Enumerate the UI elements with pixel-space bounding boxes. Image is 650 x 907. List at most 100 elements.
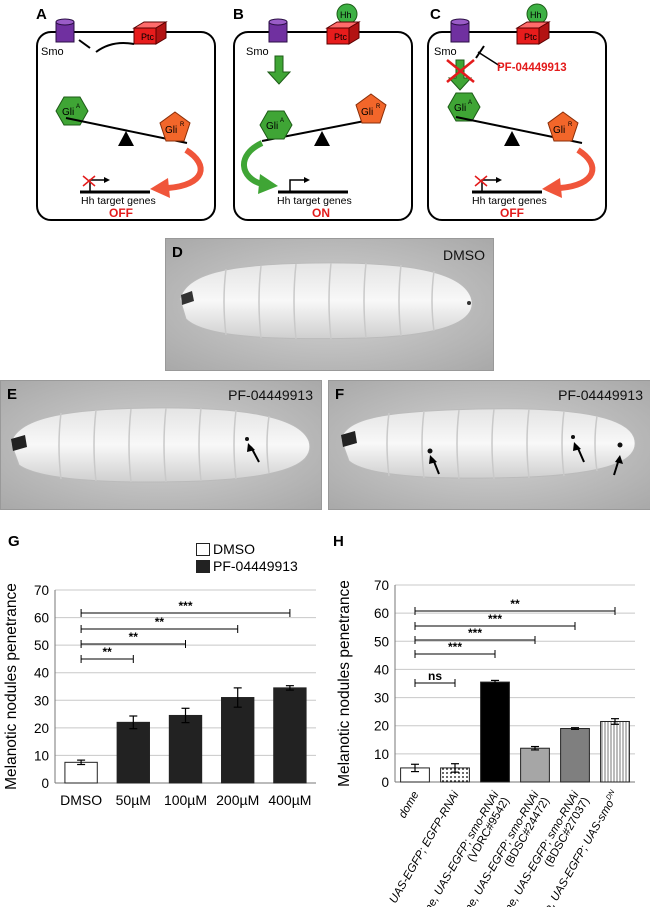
ptc-receptor-icon: Ptc	[132, 21, 168, 45]
legend-label-pf: PF-04449913	[213, 558, 298, 574]
svg-text:Gli: Gli	[454, 103, 466, 114]
panel-letter-a: A	[36, 6, 47, 23]
legend-swatch-pf	[196, 559, 210, 573]
x-tick-label: 400µM	[268, 792, 311, 808]
larva-photo-pf-f: F PF-04449913	[328, 380, 650, 510]
svg-text:Gli: Gli	[62, 107, 74, 118]
larva-photo-dmso: D DMSO	[165, 238, 494, 371]
chart-g-penetrance-by-dose: 0 10 20 30 40 50 60 70 Melanotic nodules penetra…	[3, 583, 316, 808]
y-tick-label: 20	[34, 721, 49, 736]
y-tick-label: 10	[374, 747, 389, 762]
treatment-label: PF-04449913	[558, 387, 643, 403]
svg-text:R: R	[180, 122, 185, 128]
bar	[600, 720, 630, 783]
svg-text:Gli: Gli	[165, 125, 177, 136]
panel-letter-c: C	[430, 6, 441, 23]
legend-swatch-dmso	[196, 542, 210, 556]
svg-text:Ptc: Ptc	[524, 32, 538, 42]
larva-image	[329, 381, 650, 509]
activation-arrow-curved	[241, 140, 264, 187]
bar	[221, 697, 255, 784]
ptc-inhibits-smo-line	[95, 42, 135, 53]
panel-letter-e: E	[7, 386, 18, 403]
hh-ligand-icon: Hh	[336, 3, 358, 25]
svg-text:Gli: Gli	[553, 125, 565, 136]
svg-text:Gli: Gli	[361, 107, 373, 118]
significance-label: ns	[428, 669, 442, 683]
svg-text:Ptc: Ptc	[141, 32, 155, 42]
y-tick-label: 30	[374, 691, 389, 706]
significance-label: ***	[468, 626, 482, 640]
larva-image	[166, 239, 493, 370]
ptc-receptor-icon: Ptc	[515, 21, 551, 45]
y-tick-label: 50	[34, 638, 49, 653]
gli-activator-icon: Gli A	[55, 96, 89, 126]
activation-arrow-down	[266, 55, 292, 85]
x-tick-label: 100µM	[164, 792, 207, 808]
panel-letter-f: F	[335, 386, 345, 403]
melanotic-nodule	[245, 437, 249, 441]
smo-receptor-icon	[55, 18, 75, 43]
gli-repressor-icon: Gli R	[355, 93, 387, 124]
x-tick-label: DMSO	[60, 792, 102, 808]
significance-label: **	[129, 630, 139, 644]
panel-letter-d: D	[172, 244, 183, 261]
significance-label: ***	[488, 612, 502, 626]
target-gene-icon	[472, 175, 542, 194]
bar	[560, 728, 590, 783]
x-tick-label: 200µM	[216, 792, 259, 808]
chart-h-penetrance-by-genotype: 0 10 20 30 40 50 60 70 Melanotic nodules penetra…	[336, 578, 635, 907]
melanotic-nodule	[571, 435, 575, 439]
smo-receptor-icon	[450, 18, 470, 43]
svg-text:Ptc: Ptc	[334, 32, 348, 42]
y-tick-label: 40	[374, 662, 389, 677]
significance-label: **	[510, 597, 520, 611]
pathway-state-off: OFF	[500, 206, 524, 220]
target-genes-label: Hh target genes	[277, 195, 352, 207]
smo-label: Smo	[41, 46, 64, 58]
x-tick-superscript: DN	[605, 788, 617, 801]
y-tick-label: 20	[374, 719, 389, 734]
y-tick-label: 40	[34, 666, 49, 681]
y-tick-label: 60	[374, 606, 389, 621]
y-tick-label: 70	[374, 578, 389, 593]
significance-label: **	[155, 615, 165, 629]
svg-text:Gli: Gli	[266, 121, 278, 132]
target-gene-icon	[80, 175, 150, 194]
svg-text:Hh: Hh	[340, 10, 352, 20]
x-tick-line: dome	[397, 790, 422, 821]
drug-name-label: PF-04449913	[497, 62, 567, 74]
hedgehog-pathway-schematic: A B C Smo Ptc Gli A Gl	[36, 3, 607, 221]
pathway-state-on: ON	[312, 206, 330, 220]
x-tick-line: dome, UAS-EGFP; EGFP-RNAi	[370, 789, 462, 907]
x-tick-label: dome, UAS-EGFP; EGFP-RNAi	[370, 789, 462, 907]
bar	[168, 714, 203, 784]
gli-activator-icon: Gli A	[447, 92, 481, 122]
treatment-label: DMSO	[443, 247, 485, 263]
x-tick-label: dome	[397, 790, 422, 821]
panel-a-cell: Smo Ptc Gli A Gli R	[36, 18, 216, 221]
repression-arrow	[167, 147, 204, 191]
smo-label: Smo	[434, 46, 457, 58]
svg-text:A: A	[76, 104, 80, 110]
svg-text:Hh: Hh	[530, 10, 542, 20]
bar	[64, 761, 98, 784]
panel-c-cell: Smo Hh Ptc PF-04449913 Gli A Gli R	[427, 3, 607, 221]
bar	[520, 747, 550, 783]
larva-image	[1, 381, 321, 509]
treatment-label: PF-04449913	[228, 387, 313, 403]
svg-text:R: R	[376, 104, 381, 110]
seesaw-fulcrum	[118, 131, 134, 146]
y-tick-label: 0	[41, 776, 49, 791]
smo-receptor-icon	[268, 18, 288, 43]
bar	[480, 681, 510, 783]
bar	[273, 687, 307, 784]
y-axis-label: Melanotic nodules penetrance	[3, 583, 20, 790]
bar	[116, 721, 150, 784]
target-genes-label: Hh target genes	[81, 195, 156, 207]
legend-pf: PF-04449913	[196, 558, 298, 574]
seesaw-fulcrum	[504, 131, 520, 146]
target-genes-label: Hh target genes	[472, 195, 547, 207]
x-tick-label: 50µM	[116, 792, 151, 808]
gli-repressor-icon: Gli R	[547, 111, 579, 142]
